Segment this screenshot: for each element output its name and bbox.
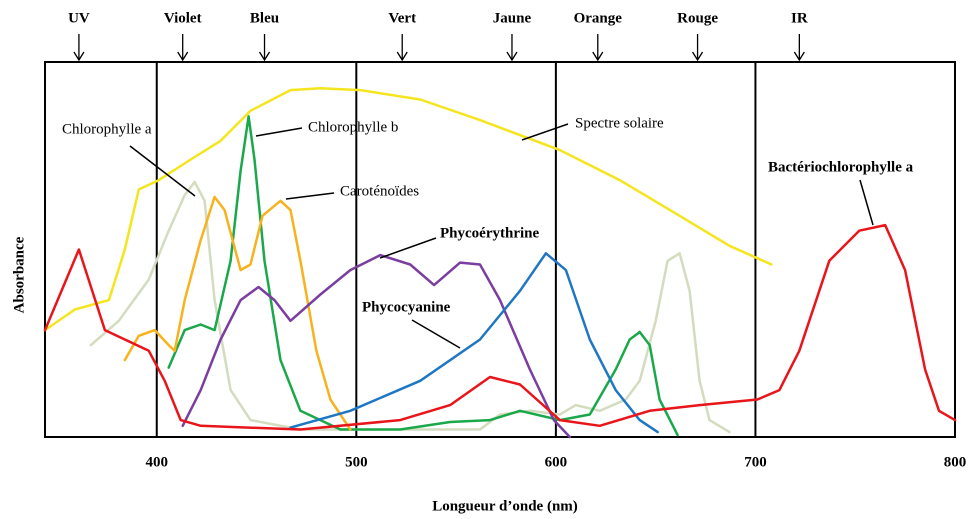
series-line (181, 253, 572, 439)
label-pointer (285, 192, 335, 200)
series-label: Phycocyanine (362, 299, 451, 315)
band-label: IR (791, 10, 808, 26)
band-arrow-head (177, 51, 189, 62)
series-line (43, 87, 773, 332)
band-label: Orange (574, 10, 623, 26)
label-pointer (129, 145, 196, 197)
series-label: Caroténoïdes (340, 183, 419, 199)
band-label: Rouge (677, 10, 718, 26)
band-label: Vert (388, 10, 416, 26)
series-label: Spectre solaire (575, 115, 664, 131)
band-arrow-head (793, 51, 805, 62)
band-arrow-head (258, 51, 271, 62)
x-tick-label: 600 (545, 454, 568, 470)
y-axis-label: Absorbance (11, 236, 27, 313)
band-label: Violet (164, 10, 202, 26)
series-line (289, 252, 659, 434)
band-label: Jaune (493, 10, 532, 26)
label-pointer (255, 127, 303, 137)
series-line (167, 115, 679, 437)
x-axis-label: Longueur d’onde (nm) (432, 498, 578, 514)
x-tick-label: 500 (345, 454, 368, 470)
band-arrow-head (506, 51, 518, 62)
series-line (123, 195, 352, 431)
band-arrow-head (592, 51, 604, 62)
series-label: Phycoérythrine (440, 225, 539, 241)
x-tick-label: 700 (744, 454, 767, 470)
x-tick-label: 400 (146, 454, 169, 470)
label-pointer (379, 237, 437, 259)
series-label: Bactériochlorophylle a (768, 159, 914, 175)
series-label: Chlorophylle b (308, 119, 398, 135)
band-arrow-head (73, 51, 85, 62)
x-tick-label: 800 (944, 454, 967, 470)
label-pointer (521, 123, 569, 141)
label-pointer (411, 319, 461, 349)
band-arrow-head (692, 51, 704, 62)
label-pointer (859, 179, 874, 226)
series-line (43, 223, 957, 431)
band-label: UV (68, 10, 90, 26)
band-label: Bleu (250, 10, 279, 26)
series-label: Chlorophylle a (62, 121, 152, 137)
band-arrow-head (396, 51, 408, 62)
